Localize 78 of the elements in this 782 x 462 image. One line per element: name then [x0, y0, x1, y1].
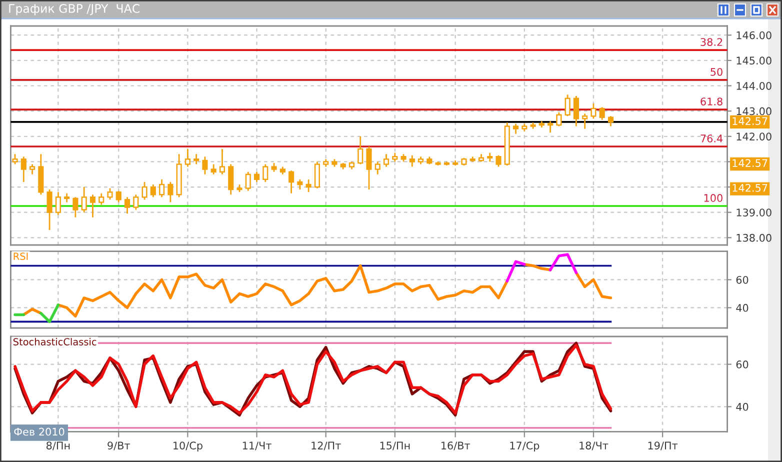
candlestick: [374, 161, 380, 176]
candlestick: [288, 170, 294, 194]
candlestick: [582, 112, 588, 130]
x-tick-label: 9/Вт: [108, 442, 130, 450]
candlestick: [306, 178, 312, 193]
candlestick: [107, 188, 113, 200]
candlestick: [358, 136, 364, 165]
annotation: 61.8: [700, 98, 722, 106]
candlestick: [262, 164, 268, 183]
candlestick: [496, 154, 502, 168]
annotation: 50: [710, 68, 722, 76]
chart-title: StochasticClassic: [13, 338, 96, 346]
x-tick-label: 10/Ср: [174, 442, 202, 452]
candlestick: [228, 164, 234, 196]
candlestick: [133, 194, 139, 211]
candlestick: [30, 164, 36, 176]
x-tick-label: 16/Вт: [441, 442, 470, 450]
x-tick-label: 8/Пн: [46, 442, 70, 450]
y-tick-label: 40: [736, 402, 748, 411]
candlestick: [194, 153, 200, 165]
annotation: 76.4: [700, 134, 723, 142]
candlestick: [254, 171, 260, 183]
candlestick: [512, 123, 519, 135]
x-tick-label: 17/Ср: [510, 442, 540, 452]
candlestick: [590, 102, 596, 120]
candlestick: [12, 153, 18, 165]
candlestick: [366, 146, 372, 190]
annotation: 142.57: [732, 159, 768, 168]
candlestick: [55, 191, 61, 216]
x-tick-label: 15/Пн: [380, 442, 410, 450]
candlestick: [142, 181, 148, 200]
y-tick-label: 144.00: [736, 82, 772, 90]
candlestick: [548, 120, 554, 134]
candlestick: [556, 112, 562, 127]
candlestick: [116, 190, 122, 203]
y-tick-label: 142.00: [736, 132, 772, 140]
candlestick: [599, 106, 605, 121]
annotation: 38.2: [700, 38, 722, 46]
candlestick: [98, 192, 104, 206]
candlestick: [409, 154, 415, 168]
candlestick: [90, 194, 96, 218]
y-tick-label: 143.00: [736, 107, 772, 116]
y-tick-label: 60: [736, 360, 748, 368]
candlestick: [573, 95, 579, 127]
candlestick: [383, 153, 390, 168]
y-tick-label: 60: [736, 276, 748, 284]
candlestick: [168, 181, 174, 203]
annotation: Фев 2010: [14, 428, 64, 436]
candlestick: [314, 161, 320, 189]
candlestick: [150, 184, 156, 198]
candlestick: [202, 156, 208, 176]
candlestick: [72, 196, 78, 218]
x-tick-label: 11/Чт: [242, 442, 272, 450]
y-tick-label: 146.00: [736, 31, 772, 40]
candlestick: [219, 148, 226, 176]
candlestick: [245, 171, 251, 192]
y-tick-label: 145.00: [736, 56, 772, 65]
x-tick-label: 19/Пт: [648, 442, 678, 450]
y-tick-label: 40: [736, 304, 748, 312]
candlestick: [210, 164, 216, 176]
ref-line-label: 142.57: [732, 117, 768, 125]
x-tick-label: 18/Чт: [580, 442, 608, 450]
chart-title: График GBP /JPY ЧАС: [9, 4, 140, 16]
candlestick: [81, 186, 87, 214]
candlestick: [46, 188, 52, 231]
candlestick: [564, 94, 570, 117]
candlestick: [124, 196, 130, 214]
y-tick-label: 138.00: [736, 234, 772, 242]
candlestick: [184, 148, 190, 168]
candlestick: [608, 115, 614, 127]
x-tick-label: 12/Пт: [312, 442, 341, 450]
annotation: 142.57: [732, 184, 768, 192]
annotation: 100: [704, 194, 722, 202]
y-tick-label: 139.00: [736, 208, 772, 216]
candlestick: [297, 178, 303, 190]
chart-title: RSI: [14, 252, 28, 260]
candlestick: [20, 156, 26, 183]
candlestick: [159, 178, 165, 198]
